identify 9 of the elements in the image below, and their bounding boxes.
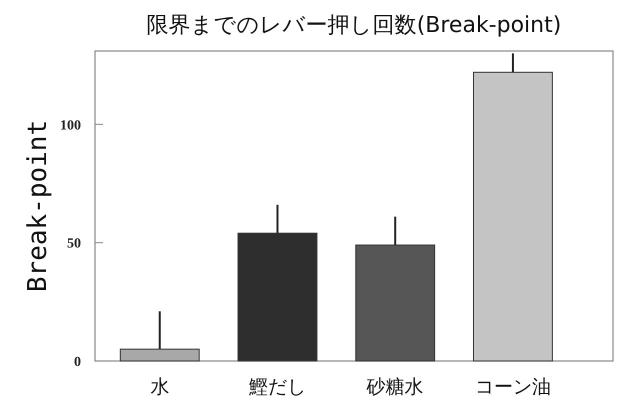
x-tick-label: 水 <box>150 376 170 398</box>
x-tick-label: 鰹だし <box>248 376 306 398</box>
x-tick-label: 砂糖水 <box>366 376 424 398</box>
y-axis-title: Break-point <box>23 120 53 292</box>
y-tick-label: 50 <box>67 236 81 252</box>
y-tick-label: 100 <box>60 118 81 134</box>
y-tick-label: 0 <box>74 355 81 370</box>
x-tick-label: コーン油 <box>474 376 551 398</box>
chart-title: 限界までのレバー押し回数(Break-point) <box>146 13 562 38</box>
